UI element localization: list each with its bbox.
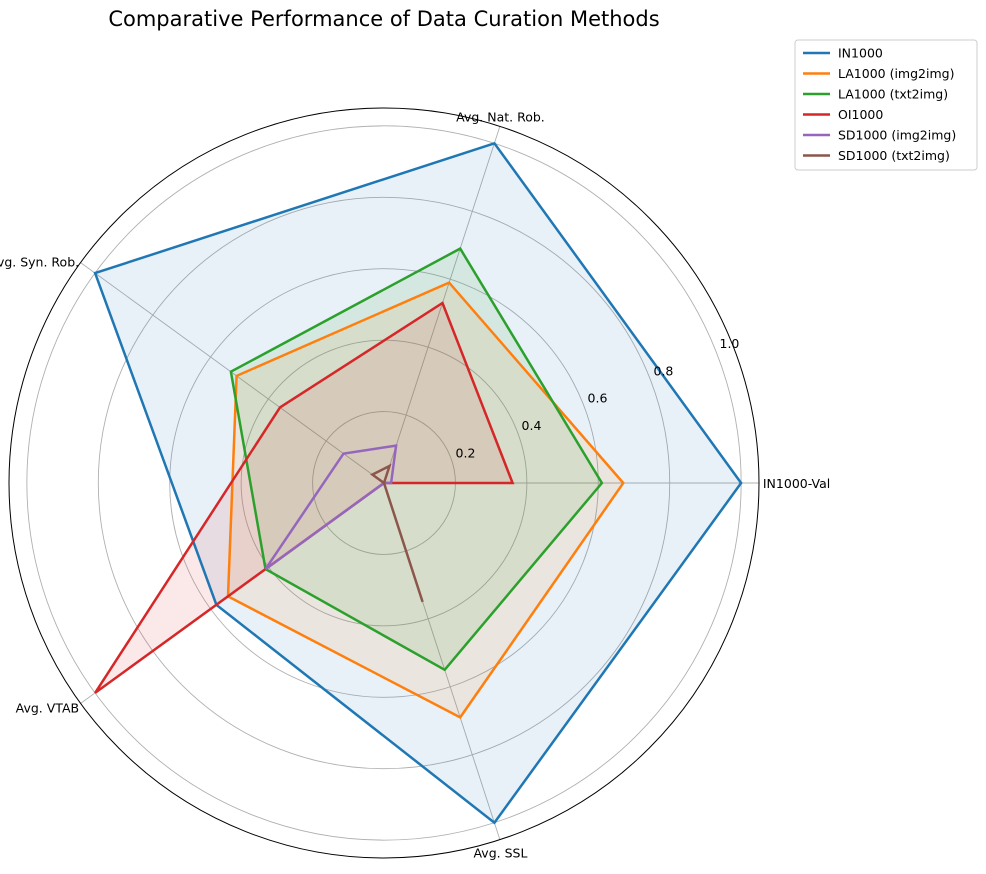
axis-label: Avg. Syn. Rob.: [0, 254, 79, 269]
legend-label: SD1000 (img2img): [838, 128, 956, 143]
radar-series: [93, 141, 743, 825]
series-fill: [228, 282, 624, 718]
legend-label: LA1000 (img2img): [838, 66, 954, 81]
r-tick-label: 0.4: [522, 418, 542, 433]
legend: IN1000 LA1000 (img2img) LA1000 (txt2img) OI…: [794, 39, 978, 171]
legend-label: LA1000 (txt2img): [838, 87, 948, 102]
r-tick-label: 1.0: [720, 336, 740, 351]
polar-frame: [8, 107, 760, 859]
axis-label: Avg. Nat. Rob.: [456, 110, 545, 125]
series-line: [229, 246, 604, 672]
r-tick-label: 0.8: [654, 363, 674, 378]
r-tick-label: 0.6: [588, 391, 608, 406]
legend-box: [794, 39, 978, 171]
r-tick-label: 0.2: [456, 445, 476, 460]
axis-label: Avg. VTAB: [16, 701, 79, 716]
axis-label: Avg. SSL: [473, 845, 527, 860]
series-fill: [95, 303, 513, 693]
axis-label: IN1000-Val: [763, 476, 830, 491]
series-line: [94, 301, 515, 694]
legend-label: OI1000: [838, 107, 883, 122]
radar-labels: 0.2 0.4 0.6 0.8 1.0 IN1000-Val Avg. Nat. Rob. A…: [0, 110, 830, 861]
series-fill: [230, 248, 602, 670]
series-line: [226, 281, 625, 720]
series-line: [370, 463, 424, 603]
chart-title: Comparative Performance of Data Curation…: [108, 7, 659, 31]
series-line: [93, 141, 743, 825]
legend-label: IN1000: [838, 46, 883, 61]
legend-label: SD1000 (txt2img): [838, 148, 950, 163]
